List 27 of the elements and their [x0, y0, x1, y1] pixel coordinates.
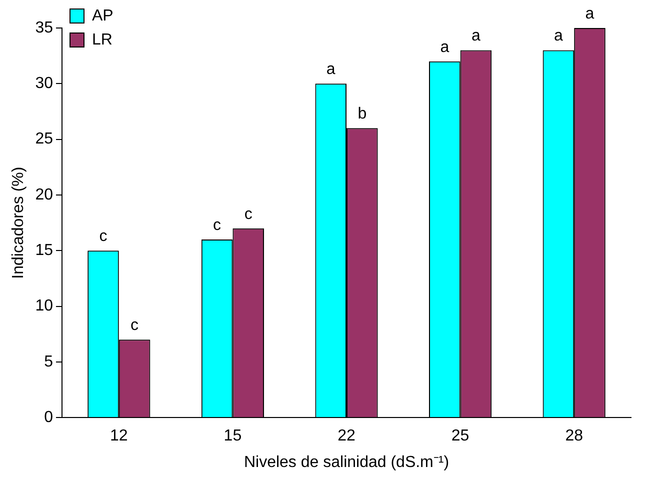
- legend-label: AP: [92, 7, 114, 24]
- y-tick-label: 5: [44, 353, 54, 370]
- annotation: a: [585, 5, 594, 22]
- annotation: a: [554, 28, 563, 45]
- x-tick-label: 28: [565, 428, 584, 445]
- y-tick-label: 15: [35, 242, 54, 260]
- annotation: c: [99, 228, 108, 246]
- y-tick-label: 20: [35, 186, 54, 204]
- x-tick-label: 25: [451, 428, 470, 445]
- annotation: c: [213, 216, 222, 234]
- legend-label: LR: [92, 31, 112, 48]
- y-tick-label: 0: [44, 409, 54, 426]
- annotation: c: [244, 206, 252, 223]
- x-axis-title: Niveles de salinidad (dS.m⁻¹): [244, 454, 450, 471]
- annotation: b: [358, 106, 367, 123]
- annotation: a: [326, 61, 336, 78]
- annotation: a: [471, 28, 480, 45]
- annotation: a: [440, 38, 450, 56]
- y-tick-label: 25: [35, 130, 54, 148]
- x-tick-label: 22: [338, 428, 356, 445]
- y-tick-label: 30: [35, 75, 54, 92]
- y-tick-label: 10: [35, 298, 54, 315]
- annotation: c: [130, 317, 139, 334]
- x-tick-label: 15: [224, 428, 242, 445]
- y-tick-label: 35: [35, 19, 54, 36]
- x-tick-label: 12: [110, 428, 128, 445]
- y-axis-title: Indicadores (%): [10, 166, 28, 279]
